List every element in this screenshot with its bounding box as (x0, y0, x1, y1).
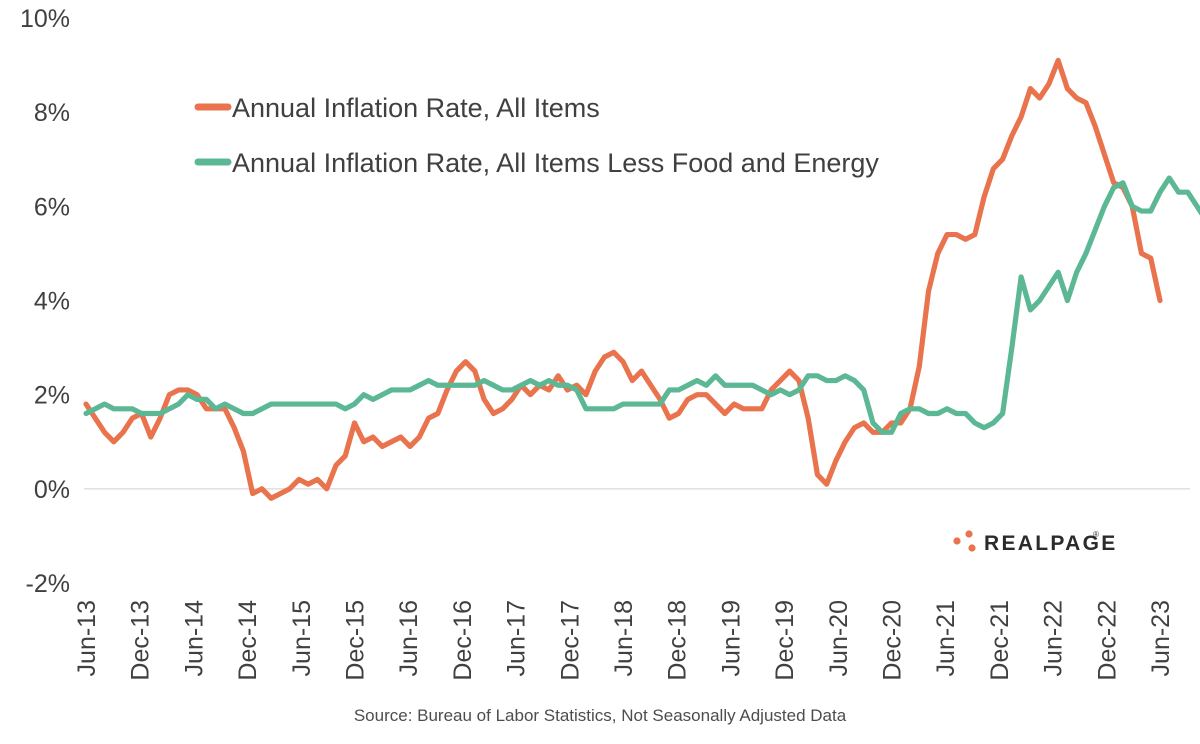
chart-legend: Annual Inflation Rate, All Items Annual I… (194, 93, 879, 178)
x-axis-tick-label: Jun-14 (180, 600, 208, 677)
series-line (83, 57, 1163, 501)
y-axis-tick-label: 6% (34, 193, 70, 221)
logo-dot-2 (965, 530, 973, 538)
x-axis-tick-label: Jun-17 (503, 600, 531, 676)
logo-dot-3 (968, 544, 976, 552)
y-axis-tick-label: 8% (34, 99, 70, 127)
y-axis-tick-labels: -2% 0% 2% 4% 6% 8% 10% (20, 5, 70, 598)
logo-trademark: ® (1093, 530, 1099, 539)
x-axis-tick-label: Jun-18 (610, 600, 638, 676)
legend-label: Annual Inflation Rate, All Items (232, 93, 600, 123)
y-axis-tick-label: -2% (26, 570, 70, 598)
realpage-logo: REALPAGE ® (953, 530, 1118, 555)
x-axis-tick-label: Dec-15 (342, 600, 370, 681)
y-axis-tick-label: 4% (34, 288, 70, 316)
x-axis-tick-label: Jun-22 (1040, 600, 1068, 676)
x-axis-tick-label: Dec-13 (127, 600, 155, 681)
y-axis-tick-label: 0% (34, 476, 70, 504)
y-axis-tick-label: 2% (34, 382, 70, 410)
legend-label: Annual Inflation Rate, All Items Less Fo… (232, 148, 879, 178)
x-axis-tick-label: Jun-21 (932, 600, 960, 676)
x-axis-tick-labels: Jun-13 Dec-13 Jun-14 Dec-14 Jun-15 Dec-15 Jun-… (73, 600, 1175, 681)
x-axis-tick-label: Jun-15 (288, 600, 316, 676)
logo-dot-1 (953, 537, 961, 545)
series-line (83, 175, 1200, 435)
x-axis-tick-label: Jun-13 (73, 600, 101, 676)
x-axis-tick-label: Dec-19 (771, 600, 799, 681)
x-axis-tick-label: Dec-16 (449, 600, 477, 681)
x-axis-tick-label: Jun-16 (395, 600, 423, 676)
x-axis-tick-label: Dec-18 (664, 600, 692, 681)
x-axis-tick-label: Dec-21 (986, 600, 1014, 681)
series-lines (83, 57, 1200, 501)
source-note: Source: Bureau of Labor Statistics, Not … (354, 706, 847, 725)
x-axis-tick-label: Dec-20 (879, 600, 907, 681)
logo-wordmark: REALPAGE (984, 532, 1118, 555)
x-axis-tick-label: Jun-19 (717, 600, 745, 676)
y-axis-tick-label: 10% (20, 5, 70, 33)
x-axis-tick-label: Dec-14 (234, 600, 262, 681)
x-axis-tick-label: Dec-17 (556, 600, 584, 681)
x-axis-tick-label: Jun-20 (825, 600, 853, 676)
x-axis-tick-label: Dec-22 (1093, 600, 1121, 681)
x-axis-tick-label: Jun-23 (1147, 600, 1175, 676)
